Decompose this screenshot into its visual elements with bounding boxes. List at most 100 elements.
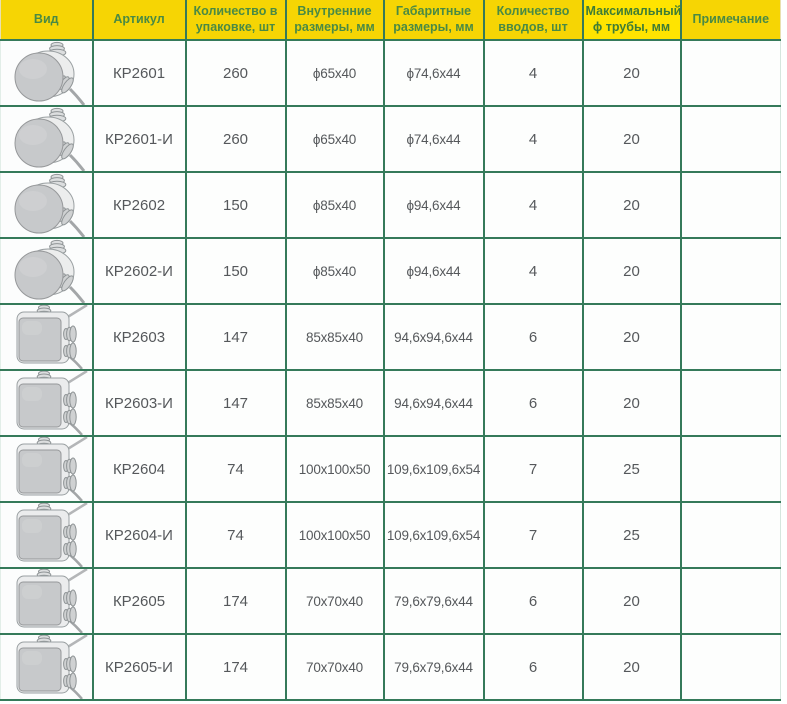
- cell-inputs: 6: [482, 303, 584, 371]
- cell-inputs: 4: [482, 237, 584, 305]
- cell-overall-dims: ϕ94,6x44: [382, 171, 485, 239]
- header-max-pipe: Максимальный ϕ трубы, мм: [581, 0, 682, 41]
- cell-note: [679, 237, 781, 305]
- cell-max-pipe: 25: [581, 435, 682, 503]
- cell-qty-pack: 260: [184, 105, 287, 173]
- cell-qty-pack: 150: [184, 171, 287, 239]
- cell-articul: КР2605: [91, 567, 187, 635]
- cell-max-pipe: 20: [581, 567, 682, 635]
- cell-overall-dims: ϕ94,6x44: [382, 237, 485, 305]
- product-image-cell: [0, 567, 94, 635]
- cell-max-pipe: 25: [581, 501, 682, 569]
- cell-inner-dims: 85x85x40: [284, 369, 385, 437]
- cell-inner-dims: 100x100x50: [284, 501, 385, 569]
- header-row: Вид Артикул Количество в упаковке, шт Вн…: [0, 0, 781, 41]
- cell-overall-dims: 94,6x94,6x44: [382, 303, 485, 371]
- table-row: КР2601-И 260 ϕ65x40 ϕ74,6x44 4 20: [0, 105, 781, 173]
- cell-note: [679, 567, 781, 635]
- cell-qty-pack: 150: [184, 237, 287, 305]
- square-junction-box-icon: [16, 438, 88, 500]
- product-image: [4, 306, 88, 368]
- cell-overall-dims: 109,6x109,6x54: [382, 435, 485, 503]
- cell-note: [679, 633, 781, 701]
- cell-inner-dims: ϕ85x40: [284, 171, 385, 239]
- header-inputs: Количество вводов, шт: [482, 0, 584, 41]
- square-junction-box-icon: [16, 570, 88, 632]
- product-image-cell: [0, 237, 94, 305]
- product-image: [4, 42, 88, 104]
- product-image-cell: [0, 633, 94, 701]
- cell-max-pipe: 20: [581, 237, 682, 305]
- square-junction-box-icon: [16, 306, 88, 368]
- cell-inputs: 4: [482, 171, 584, 239]
- product-image: [4, 174, 88, 236]
- cell-articul: КР2603-И: [91, 369, 187, 437]
- cell-overall-dims: 109,6x109,6x54: [382, 501, 485, 569]
- product-image: [4, 372, 88, 434]
- cell-qty-pack: 260: [184, 39, 287, 107]
- cell-articul: КР2604: [91, 435, 187, 503]
- cell-max-pipe: 20: [581, 303, 682, 371]
- table-row: КР2604 74 100x100x50 109,6x109,6x54 7 25: [0, 435, 781, 503]
- cell-inner-dims: ϕ65x40: [284, 105, 385, 173]
- table-row: КР2603 147 85x85x40 94,6x94,6x44 6 20: [0, 303, 781, 371]
- round-junction-box-icon: [14, 42, 86, 104]
- table-row: КР2605 174 70x70x40 79,6x79,6x44 6 20: [0, 567, 781, 635]
- cell-note: [679, 369, 781, 437]
- header-articul: Артикул: [91, 0, 187, 41]
- cell-articul: КР2602-И: [91, 237, 187, 305]
- cell-note: [679, 435, 781, 503]
- cell-qty-pack: 174: [184, 633, 287, 701]
- table-row: КР2605-И 174 70x70x40 79,6x79,6x44 6 20: [0, 633, 781, 701]
- cell-inner-dims: 85x85x40: [284, 303, 385, 371]
- cell-inner-dims: 70x70x40: [284, 567, 385, 635]
- table-row: КР2604-И 74 100x100x50 109,6x109,6x54 7 …: [0, 501, 781, 569]
- cell-overall-dims: 79,6x79,6x44: [382, 633, 485, 701]
- cell-qty-pack: 147: [184, 303, 287, 371]
- cell-inputs: 6: [482, 567, 584, 635]
- product-image: [4, 240, 88, 302]
- product-image-cell: [0, 303, 94, 371]
- cell-articul: КР2603: [91, 303, 187, 371]
- cell-note: [679, 501, 781, 569]
- cell-inputs: 4: [482, 39, 584, 107]
- cell-overall-dims: ϕ74,6x44: [382, 105, 485, 173]
- cell-qty-pack: 174: [184, 567, 287, 635]
- cell-max-pipe: 20: [581, 105, 682, 173]
- round-junction-box-icon: [14, 240, 86, 302]
- round-junction-box-icon: [14, 108, 86, 170]
- square-junction-box-icon: [16, 372, 88, 434]
- cell-note: [679, 171, 781, 239]
- header-vid: Вид: [0, 0, 94, 41]
- header-note: Примечание: [679, 0, 781, 41]
- header-inner-dims: Внутренние размеры, мм: [284, 0, 385, 41]
- product-image: [4, 504, 88, 566]
- cell-inner-dims: 100x100x50: [284, 435, 385, 503]
- cell-note: [679, 105, 781, 173]
- cell-max-pipe: 20: [581, 171, 682, 239]
- header-qty-pack: Количество в упаковке, шт: [184, 0, 287, 41]
- product-image-cell: [0, 501, 94, 569]
- product-image-cell: [0, 369, 94, 437]
- table-row: КР2601 260 ϕ65x40 ϕ74,6x44 4 20: [0, 39, 781, 107]
- cell-qty-pack: 74: [184, 435, 287, 503]
- cell-inner-dims: ϕ85x40: [284, 237, 385, 305]
- square-junction-box-icon: [16, 504, 88, 566]
- table-row: КР2603-И 147 85x85x40 94,6x94,6x44 6 20: [0, 369, 781, 437]
- product-image: [4, 570, 88, 632]
- cell-qty-pack: 74: [184, 501, 287, 569]
- cell-note: [679, 39, 781, 107]
- cell-max-pipe: 20: [581, 369, 682, 437]
- cell-articul: КР2604-И: [91, 501, 187, 569]
- product-image: [4, 636, 88, 698]
- header-overall-dims: Габаритные размеры, мм: [382, 0, 485, 41]
- square-junction-box-icon: [16, 636, 88, 698]
- table-row: КР2602-И 150 ϕ85x40 ϕ94,6x44 4 20: [0, 237, 781, 305]
- cell-articul: КР2602: [91, 171, 187, 239]
- product-image-cell: [0, 171, 94, 239]
- cell-overall-dims: 79,6x79,6x44: [382, 567, 485, 635]
- product-image: [4, 438, 88, 500]
- cell-overall-dims: ϕ74,6x44: [382, 39, 485, 107]
- cell-articul: КР2605-И: [91, 633, 187, 701]
